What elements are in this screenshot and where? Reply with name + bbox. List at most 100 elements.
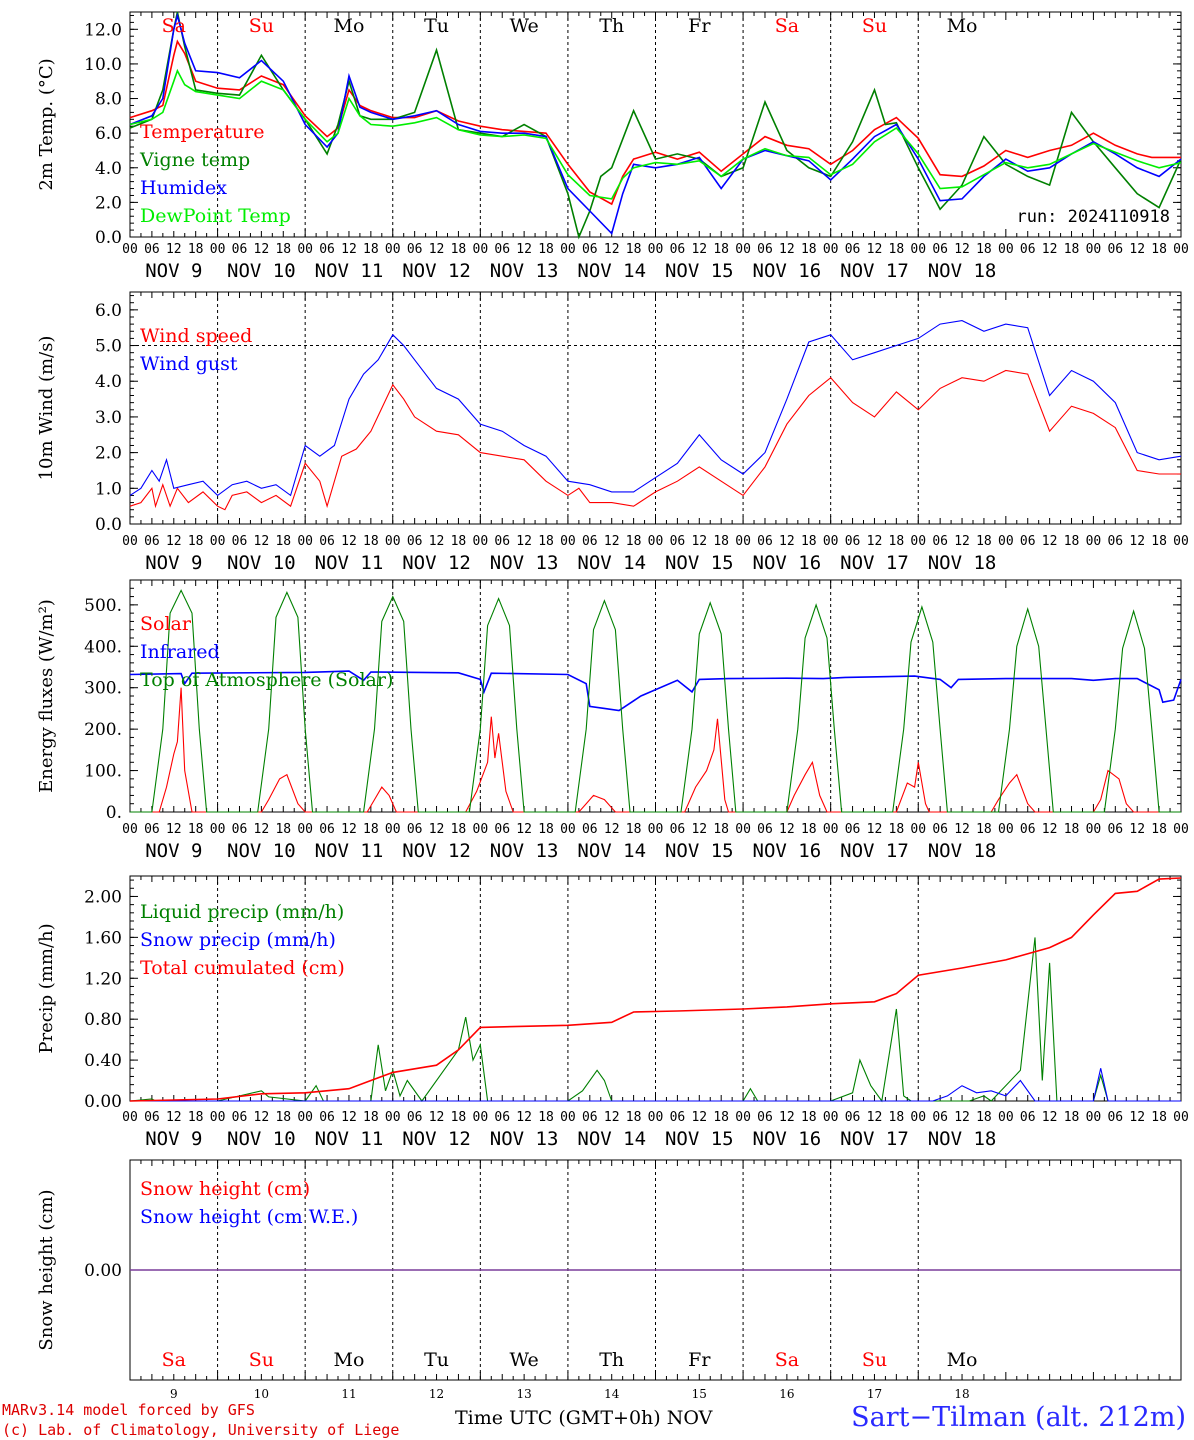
- y-tick-label: 3.0: [95, 408, 122, 428]
- hour-label: 12: [516, 822, 532, 837]
- hour-label: 12: [604, 1110, 620, 1125]
- y-tick-label: 0.40: [84, 1051, 122, 1071]
- hour-label: 00: [385, 1110, 401, 1125]
- hour-label: 00: [910, 534, 926, 549]
- hour-label: 12: [341, 534, 357, 549]
- date-label: NOV 12: [402, 840, 471, 862]
- y-tick-label: 1.0: [95, 479, 122, 499]
- hour-label: 12: [779, 1110, 795, 1125]
- y-tick-label: 2.0: [95, 193, 122, 213]
- hour-label: 18: [451, 1110, 467, 1125]
- hour-label: 06: [232, 822, 248, 837]
- hour-label: 06: [670, 822, 686, 837]
- hour-label: 12: [1129, 242, 1145, 257]
- hour-label: 12: [254, 242, 270, 257]
- date-label: NOV 11: [315, 260, 384, 282]
- hour-label: 06: [144, 1110, 160, 1125]
- hour-label: 18: [801, 534, 817, 549]
- hour-label: 18: [801, 1110, 817, 1125]
- hour-label: 12: [429, 822, 445, 837]
- hour-label: 18: [889, 822, 905, 837]
- hour-label: 06: [494, 242, 510, 257]
- hour-label: 06: [232, 242, 248, 257]
- hour-label: 00: [1173, 242, 1189, 257]
- hour-label: 06: [932, 822, 948, 837]
- date-label: NOV 10: [227, 260, 296, 282]
- hour-label: 12: [604, 534, 620, 549]
- hour-label: 00: [1173, 1110, 1189, 1125]
- station-name: Sart−Tilman (alt. 212m): [851, 1402, 1186, 1433]
- hour-label: 12: [1129, 822, 1145, 837]
- hour-label: 00: [385, 242, 401, 257]
- hour-label: 12: [254, 1110, 270, 1125]
- run-label: run: 2024110918: [1016, 207, 1170, 227]
- hour-label: 06: [845, 1110, 861, 1125]
- y-tick-label: 1.60: [84, 928, 122, 948]
- day-of-week-label: Su: [862, 15, 887, 37]
- hour-label: 06: [582, 1110, 598, 1125]
- hour-label: 00: [122, 534, 138, 549]
- y-tick-label: 300.: [84, 679, 122, 699]
- day-number-label: 9: [170, 1387, 178, 1401]
- hour-label: 00: [823, 534, 839, 549]
- y-tick-label: 10.0: [84, 55, 122, 75]
- series-line: [129, 11, 1182, 240]
- hour-label: 12: [429, 534, 445, 549]
- day-of-week-label: Su: [862, 1349, 887, 1371]
- hour-label: 12: [341, 1110, 357, 1125]
- y-tick-label: 6.0: [95, 301, 122, 321]
- date-label: NOV 11: [315, 840, 384, 862]
- day-of-week-label: Sa: [162, 15, 186, 37]
- hour-label: 12: [691, 1110, 707, 1125]
- hour-label: 00: [560, 1110, 576, 1125]
- hour-label: 06: [757, 242, 773, 257]
- day-number-label: 18: [954, 1387, 969, 1401]
- hour-label: 06: [1020, 1110, 1036, 1125]
- hour-label: 18: [626, 1110, 642, 1125]
- hour-label: 12: [1042, 1110, 1058, 1125]
- day-of-week-label: Fr: [688, 15, 711, 37]
- hour-label: 18: [451, 242, 467, 257]
- date-label: NOV 9: [145, 552, 202, 574]
- hour-label: 12: [691, 242, 707, 257]
- series-line: [129, 369, 1181, 511]
- date-label: NOV 18: [928, 1128, 997, 1150]
- y-tick-label: 0.80: [84, 1010, 122, 1030]
- date-label: NOV 17: [840, 260, 909, 282]
- hour-label: 06: [232, 534, 248, 549]
- hour-label: 12: [1129, 1110, 1145, 1125]
- date-label: NOV 13: [490, 552, 559, 574]
- y-tick-label: 4.0: [95, 372, 122, 392]
- day-number-label: 15: [692, 1387, 707, 1401]
- hour-label: 18: [976, 1110, 992, 1125]
- y-axis-label: Snow height (cm): [36, 1189, 57, 1350]
- hour-label: 00: [648, 822, 664, 837]
- hour-label: 06: [670, 1110, 686, 1125]
- hour-label: 06: [845, 242, 861, 257]
- hour-label: 00: [210, 822, 226, 837]
- hour-label: 18: [1064, 822, 1080, 837]
- date-label: NOV 14: [577, 552, 646, 574]
- hour-label: 18: [801, 822, 817, 837]
- panel-5: 0.00 Snow height (cm) Snow height (cm) Snow…: [36, 1159, 1182, 1381]
- date-label: NOV 13: [490, 840, 559, 862]
- y-tick-label: 0.00: [84, 1261, 122, 1281]
- hour-label: 00: [823, 1110, 839, 1125]
- hour-label: 06: [144, 242, 160, 257]
- legend-entry: Liquid precip (mm/h): [140, 901, 344, 923]
- y-tick-label: 200.: [84, 720, 122, 740]
- hour-label: 00: [473, 242, 489, 257]
- day-of-week-label: Fr: [688, 1349, 711, 1371]
- series-line: [129, 670, 1182, 712]
- day-number-label: 13: [516, 1387, 531, 1401]
- hour-label: 06: [319, 242, 335, 257]
- date-label: NOV 17: [840, 552, 909, 574]
- hour-label: 06: [1107, 1110, 1123, 1125]
- hour-label: 00: [648, 242, 664, 257]
- hour-label: 06: [1107, 534, 1123, 549]
- series-line: [129, 320, 1182, 497]
- date-label: NOV 10: [227, 552, 296, 574]
- hour-label: 12: [604, 822, 620, 837]
- hour-label: 18: [1151, 242, 1167, 257]
- date-label: NOV 18: [928, 840, 997, 862]
